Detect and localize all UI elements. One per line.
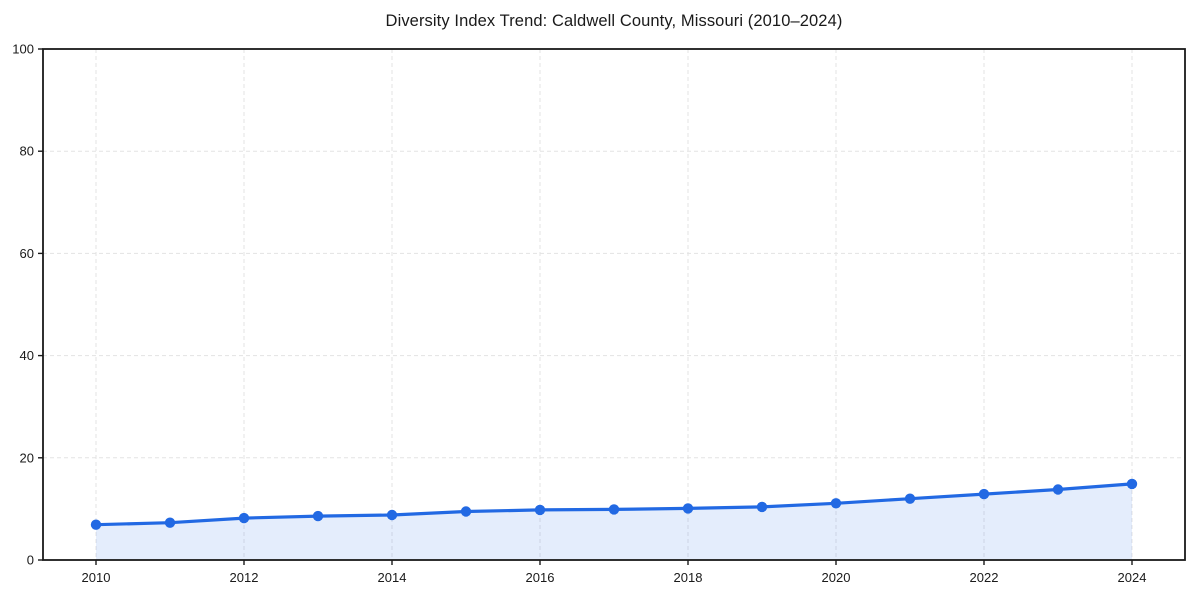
data-point-2019 <box>756 501 768 513</box>
y-tick-label: 40 <box>20 348 34 363</box>
y-tick-label: 100 <box>12 42 34 57</box>
data-point-2021 <box>904 493 916 504</box>
x-tick-label: 2012 <box>230 570 259 585</box>
data-point-2015 <box>460 506 472 517</box>
plot-border <box>42 48 1186 561</box>
data-point-2010 <box>90 519 102 530</box>
x-tick-label: 2020 <box>822 570 851 585</box>
y-tick-label: 80 <box>20 144 34 159</box>
data-point-2012 <box>238 512 250 524</box>
data-point-2022 <box>978 488 990 500</box>
y-tick-label: 60 <box>20 246 34 261</box>
data-point-2017 <box>608 504 620 515</box>
data-point-2024 <box>1126 478 1138 490</box>
chart-title: Diversity Index Trend: Caldwell County, … <box>385 12 843 30</box>
data-point-2018 <box>682 503 694 514</box>
x-tick-label: 2010 <box>82 570 111 585</box>
x-tick-label: 2018 <box>674 570 703 585</box>
x-tick-label: 2016 <box>526 570 555 585</box>
data-point-2020 <box>830 498 842 509</box>
data-point-2014 <box>386 509 398 521</box>
x-tick-label: 2014 <box>378 570 407 585</box>
x-tick-label: 2024 <box>1118 570 1147 585</box>
x-tick-label: 2022 <box>970 570 999 585</box>
data-point-2016 <box>534 504 546 516</box>
area-fill <box>96 483 1132 560</box>
data-point-2023 <box>1052 484 1064 495</box>
y-tick-label: 0 <box>27 553 34 568</box>
y-tick-label: 20 <box>20 450 34 465</box>
data-point-2013 <box>312 510 324 522</box>
data-point-2011 <box>164 517 176 528</box>
